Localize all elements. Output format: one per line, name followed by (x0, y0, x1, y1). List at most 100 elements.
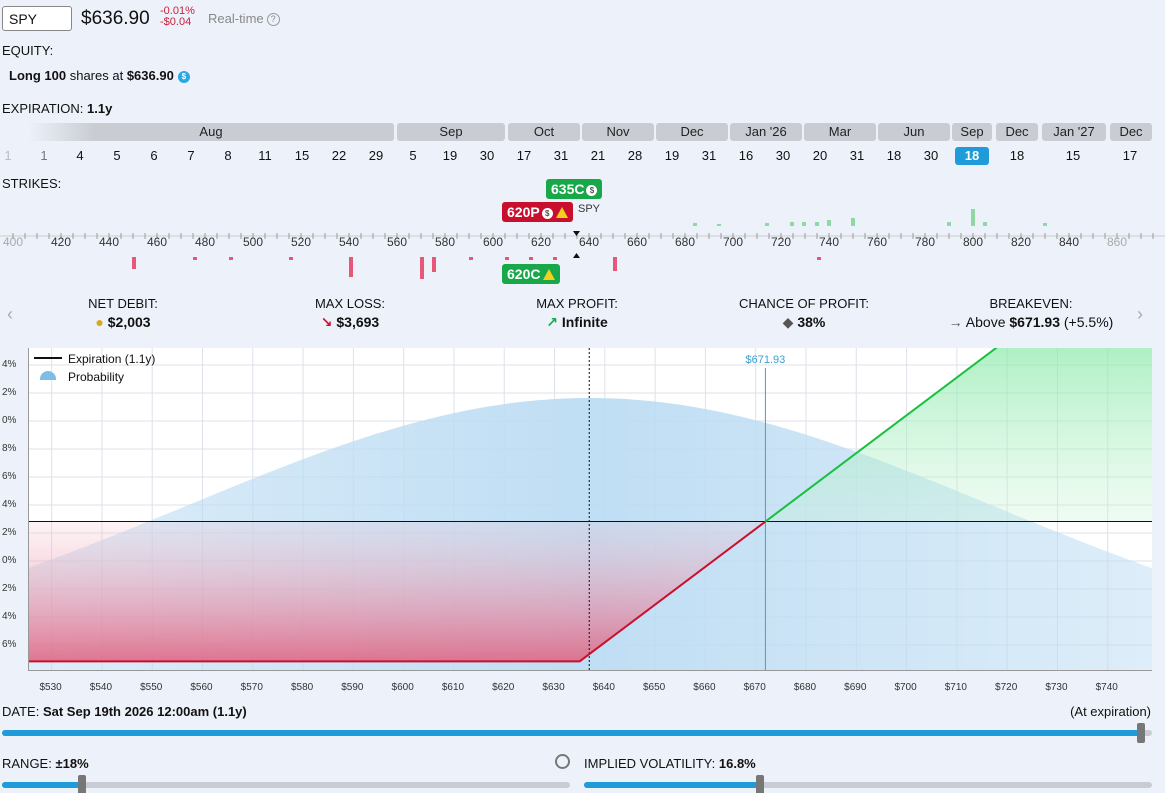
expiration-day[interactable]: 31 (701, 148, 717, 163)
expiration-month[interactable]: Nov (582, 123, 654, 141)
ticker-input[interactable] (2, 6, 72, 31)
range-slider-track[interactable] (2, 782, 570, 788)
strike-tick-label[interactable]: 420 (50, 235, 72, 249)
chevron-right-icon[interactable]: › (1137, 304, 1143, 324)
strike-tick-label[interactable]: 820 (1010, 235, 1032, 249)
strike-tick-label[interactable]: 580 (434, 235, 456, 249)
expiration-day-selected[interactable]: 18 (955, 147, 989, 165)
expiration-day[interactable]: 15 (294, 148, 310, 163)
payoff-chart[interactable]: $671.93 (28, 348, 1152, 671)
expiration-day[interactable]: 5 (409, 148, 417, 163)
expiration-day[interactable]: 31 (553, 148, 569, 163)
strike-tick-label[interactable]: 460 (146, 235, 168, 249)
y-tick-label: 8% (2, 443, 17, 454)
expiration-day[interactable]: 28 (627, 148, 643, 163)
strike-tick-label[interactable]: 740 (818, 235, 840, 249)
strike-tick-label[interactable]: 440 (98, 235, 120, 249)
expiration-day[interactable]: 20 (812, 148, 828, 163)
call-oi-bar (802, 222, 806, 226)
expiration-day[interactable]: 30 (775, 148, 791, 163)
expiration-month[interactable]: Sep (397, 123, 505, 141)
strike-tick-label[interactable]: 480 (194, 235, 216, 249)
expiration-day[interactable]: 22 (331, 148, 347, 163)
strike-tick-label[interactable]: 760 (866, 235, 888, 249)
expiration-day[interactable]: 16 (738, 148, 754, 163)
strike-tick-label[interactable]: 500 (242, 235, 264, 249)
x-tick-label: $590 (341, 682, 364, 693)
strike-tick-label[interactable]: 520 (290, 235, 312, 249)
expiration-month[interactable]: Sep (952, 123, 992, 141)
expiration-day[interactable]: 31 (849, 148, 865, 163)
leg-620p[interactable]: 620P $ (502, 202, 573, 222)
strike-tick-label[interactable]: 680 (674, 235, 696, 249)
expiration-day[interactable]: 19 (442, 148, 458, 163)
expiration-day[interactable]: 5 (113, 148, 121, 163)
expiration-day[interactable]: 4 (76, 148, 84, 163)
strike-tick-label[interactable]: 560 (386, 235, 408, 249)
expiration-day[interactable]: 17 (1122, 148, 1138, 163)
breakeven-price: $671.93 (1009, 314, 1060, 330)
expiration-month[interactable]: Dec (656, 123, 728, 141)
expiration-month[interactable]: Dec (1110, 123, 1152, 141)
strike-tick-label[interactable]: 720 (770, 235, 792, 249)
expiration-day[interactable]: 17 (516, 148, 532, 163)
expiration-month[interactable]: Jan '27 (1042, 123, 1106, 141)
reset-icon[interactable] (555, 754, 570, 769)
strike-tick-label[interactable]: 840 (1058, 235, 1080, 249)
help-icon[interactable]: ? (266, 13, 280, 26)
x-tick-label: $630 (542, 682, 565, 693)
leg-620c[interactable]: 620C (502, 264, 561, 284)
current-price-marker-bottom (573, 253, 580, 258)
date-slider-thumb[interactable] (1136, 723, 1145, 743)
strike-tick-label[interactable]: 800 (962, 235, 984, 249)
current-price-marker-top (573, 231, 580, 236)
chevron-left-icon[interactable]: ‹ (7, 304, 13, 324)
expiration-day[interactable]: 7 (187, 148, 195, 163)
leg-635c[interactable]: 635C $ (546, 179, 603, 199)
expiration-day[interactable]: 11 (258, 148, 272, 163)
expiration-month[interactable]: Jun (878, 123, 950, 141)
strike-tick-label[interactable]: 860 (1106, 235, 1128, 249)
iv-slider-thumb[interactable] (756, 775, 765, 793)
breakeven-value: → Above $671.93 (+5.5%) (921, 314, 1141, 330)
expiration-day[interactable]: 18 (886, 148, 902, 163)
strike-tick-label[interactable]: 400 (2, 235, 24, 249)
expiration-day[interactable]: 30 (479, 148, 495, 163)
expiration-day[interactable]: 15 (1065, 148, 1081, 163)
expiration-month[interactable]: Aug (28, 123, 394, 141)
expiration-title: EXPIRATION: (2, 101, 84, 116)
expiration-day[interactable]: 30 (923, 148, 939, 163)
breakeven-prefix: Above (965, 314, 1006, 330)
iv-slider-track[interactable] (584, 782, 1152, 788)
strike-tick-label[interactable]: 620 (530, 235, 552, 249)
range-slider-thumb[interactable] (77, 775, 86, 793)
expiration-day[interactable]: 1 (40, 148, 48, 163)
iv-label: IMPLIED VOLATILITY: (584, 756, 716, 771)
range-label: RANGE: (2, 756, 52, 771)
strike-tick-label[interactable]: 600 (482, 235, 504, 249)
expiration-line-profit (764, 348, 998, 523)
expiration-day[interactable]: 18 (1009, 148, 1025, 163)
arrow-right-icon: → (948, 314, 963, 330)
strike-tick-label[interactable]: 660 (626, 235, 648, 249)
leg-635c-label: 635C (551, 181, 585, 197)
expiration-month[interactable]: Dec (996, 123, 1038, 141)
strike-tick-label[interactable]: 780 (914, 235, 936, 249)
expiration-day[interactable]: 8 (224, 148, 232, 163)
expiration-month[interactable]: Jan '26 (730, 123, 802, 141)
expiration-month[interactable]: Oct (508, 123, 580, 141)
strike-tick-label[interactable]: 700 (722, 235, 744, 249)
put-oi-bar (553, 257, 557, 260)
expiration-day[interactable]: 21 (590, 148, 606, 163)
strike-tick-label[interactable]: 540 (338, 235, 360, 249)
y-tick-label: 0% (2, 415, 17, 426)
profit-area (765, 348, 1152, 522)
expiration-day[interactable]: 19 (664, 148, 680, 163)
date-label: DATE: (2, 704, 40, 719)
expiration-day[interactable]: 29 (368, 148, 384, 163)
date-slider-track[interactable] (2, 730, 1152, 736)
strike-tick-label[interactable]: 640 (578, 235, 600, 249)
expiration-month[interactable]: Mar (804, 123, 876, 141)
expiration-day[interactable]: 1 (4, 148, 12, 163)
expiration-day[interactable]: 6 (150, 148, 158, 163)
